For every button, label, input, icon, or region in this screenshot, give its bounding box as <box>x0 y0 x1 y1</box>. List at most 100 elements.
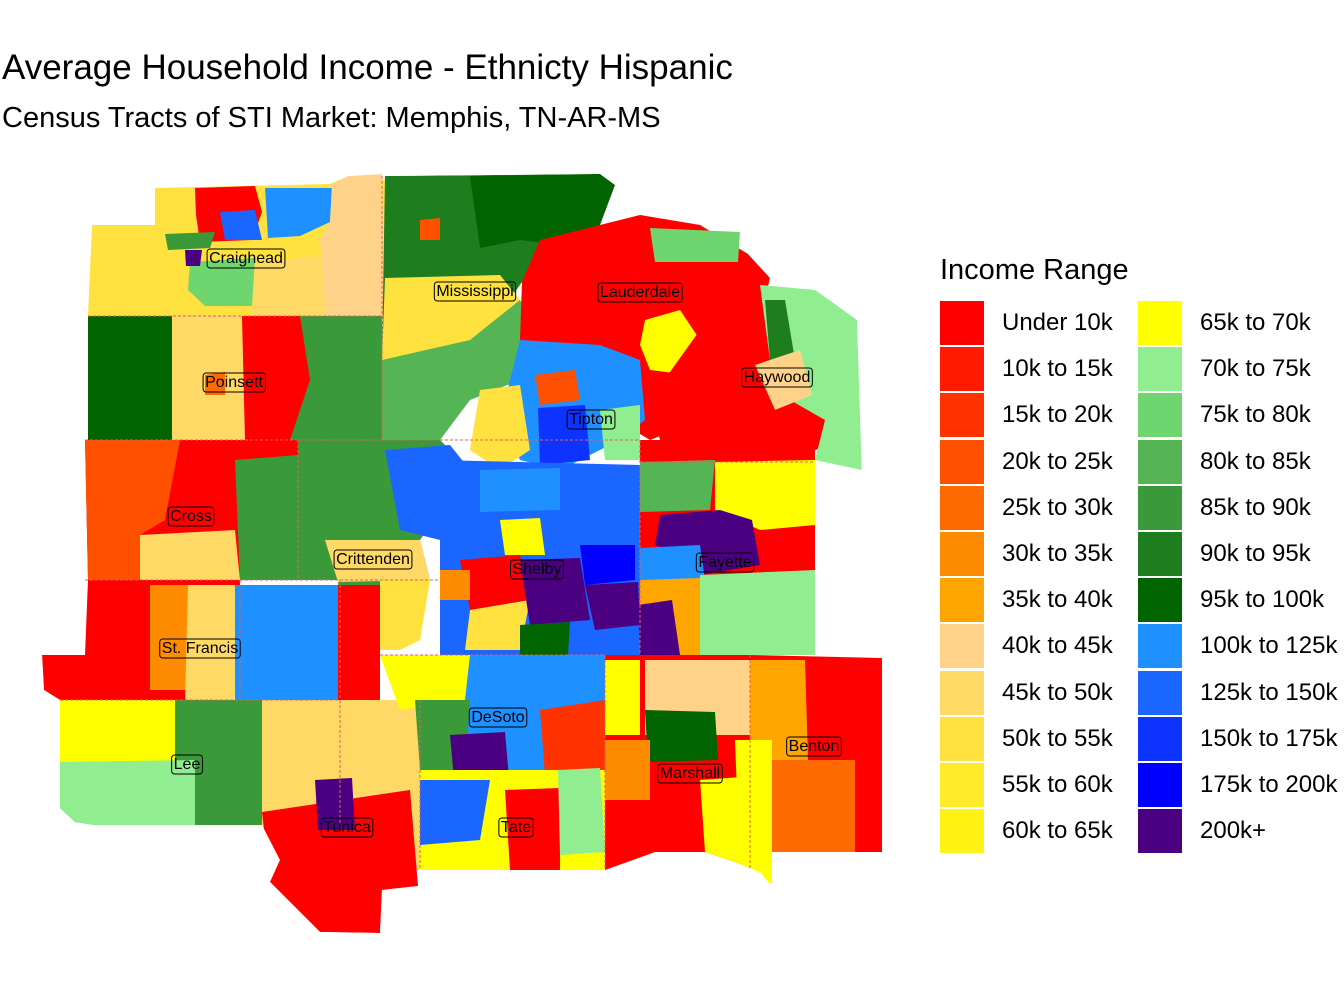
poinsett-orange-tract <box>205 372 225 395</box>
county-label: Craighead <box>206 248 286 269</box>
haywood-tan-tract <box>755 350 812 410</box>
legend-item: 10k to 15k <box>940 346 1113 392</box>
shelby-urban-tract-i <box>440 570 470 600</box>
county-label-text: Marshall <box>660 765 720 782</box>
county-label-text: Mississippi <box>436 283 513 300</box>
lee-yellow-tract <box>60 700 175 762</box>
county-label-text: Tate <box>501 819 531 836</box>
mississippi-green-tract <box>382 300 540 440</box>
legend-swatch <box>940 439 984 484</box>
craighead-light-green-tract <box>188 258 255 306</box>
county-label-text: DeSoto <box>471 709 524 726</box>
legend-item: 40k to 45k <box>940 623 1113 669</box>
county-label: St. Francis <box>159 638 241 659</box>
shelby-urban-tract-b <box>460 555 530 610</box>
fayette-yellow-tract <box>715 460 815 530</box>
fayette-blue-tract <box>640 545 705 582</box>
legend-label: 55k to 60k <box>1002 771 1113 798</box>
legend-swatch <box>1138 624 1182 669</box>
legend-swatch <box>940 578 984 623</box>
legend-item: 50k to 55k <box>940 716 1113 762</box>
county-label-box <box>695 552 755 573</box>
county-label-text: Tunica <box>323 819 371 836</box>
legend-swatch <box>940 485 984 530</box>
legend-item: 25k to 30k <box>940 485 1113 531</box>
legend-label: 80k to 85k <box>1200 447 1311 475</box>
county-label-box <box>206 248 286 269</box>
county-label: Lee <box>171 754 203 775</box>
legend-label: 65k to 70k <box>1200 309 1311 336</box>
county-label-text: Fayette <box>698 554 751 571</box>
legend-label: 50k to 55k <box>1002 724 1113 752</box>
county-label-box <box>498 817 534 838</box>
county-label-text: Shelby <box>513 561 562 578</box>
st-francis-red-tract <box>338 585 380 700</box>
craighead-yellow-tract <box>252 256 326 316</box>
marshall-dark-green-tract <box>645 710 718 762</box>
legend-swatch <box>1138 716 1182 761</box>
st-francis-yellow-tract <box>185 585 240 700</box>
cross-green-tract <box>235 455 298 580</box>
county-label-text: Tipton <box>569 411 613 428</box>
county-label-box <box>320 817 374 838</box>
marshall-orange-tract <box>605 740 650 800</box>
county-label-box <box>333 549 413 570</box>
shelby-urban-tract-c <box>465 600 530 650</box>
county-label-text: Lee <box>174 756 201 773</box>
county-label-text: Benton <box>789 738 840 755</box>
craighead-purple-tract <box>185 250 202 266</box>
legend-label: 95k to 100k <box>1200 586 1325 614</box>
legend-label: 85k to 90k <box>1200 493 1311 521</box>
legend-item: 80k to 85k <box>1138 439 1311 485</box>
legend-label: 75k to 80k <box>1200 401 1311 429</box>
shelby-urban-tract-h <box>500 518 545 555</box>
legend-item: Under 10k <box>940 300 1113 346</box>
county-label: Lauderdale <box>597 282 683 303</box>
legend-item: 200k+ <box>1138 808 1266 854</box>
legend-swatch <box>940 763 984 807</box>
legend-swatch <box>1138 439 1182 484</box>
shelby-urban-tract-g <box>520 622 570 655</box>
county-label: Mississippi <box>433 281 517 302</box>
tipton-light-green-tract <box>600 405 640 460</box>
legend-item: 100k to 125k <box>1138 623 1337 669</box>
legend-item: 20k to 25k <box>940 439 1113 485</box>
county-label-text: Haywood <box>744 369 811 386</box>
craighead-green-tract <box>165 232 215 250</box>
st-francis-blue-tract <box>235 585 338 700</box>
benton-yellow-tract <box>735 740 772 884</box>
county-label: Marshall <box>657 763 723 784</box>
legend-swatch <box>940 532 984 576</box>
census-tracts <box>42 174 882 933</box>
legend-swatch <box>1138 578 1182 623</box>
legend-label: 10k to 15k <box>1002 355 1113 383</box>
county-label: Tunica <box>320 817 374 838</box>
legend-item: 65k to 70k <box>1138 300 1311 346</box>
shelby-urban-tract-a <box>480 468 560 512</box>
county-label: Tipton <box>566 409 616 430</box>
county-label-box <box>433 281 517 302</box>
county-label-box <box>741 367 813 388</box>
legend-item: 75k to 80k <box>1138 392 1311 438</box>
county-label-box <box>202 372 266 393</box>
legend-item: 175k to 200k <box>1138 762 1337 808</box>
county-label-box <box>657 763 723 784</box>
poinsett-dark-green-tract <box>88 316 172 440</box>
legend-item: 30k to 35k <box>940 531 1113 577</box>
marshall-yellow-tract <box>605 660 640 735</box>
legend-item: 15k to 20k <box>940 392 1113 438</box>
fayette-green-tract <box>640 460 715 512</box>
income-legend: Under 10k 10k to 15k 15k to 20k 20k to 25k 2… <box>940 300 1344 854</box>
legend-item: 125k to 150k <box>1138 670 1337 716</box>
legend-label: 15k to 20k <box>1002 401 1113 429</box>
legend-swatch <box>1138 532 1182 576</box>
lauderdale-green-tract <box>650 228 740 262</box>
desoto-yellow-tract <box>380 655 470 710</box>
county-boundaries <box>60 176 815 870</box>
st-francis-orange-tract <box>150 585 190 690</box>
legend-swatch <box>1138 763 1182 807</box>
desoto-red-tract <box>540 700 605 775</box>
legend-swatch <box>940 347 984 392</box>
county-label: Crittenden <box>333 549 413 570</box>
legend-label: 35k to 40k <box>1002 586 1113 614</box>
